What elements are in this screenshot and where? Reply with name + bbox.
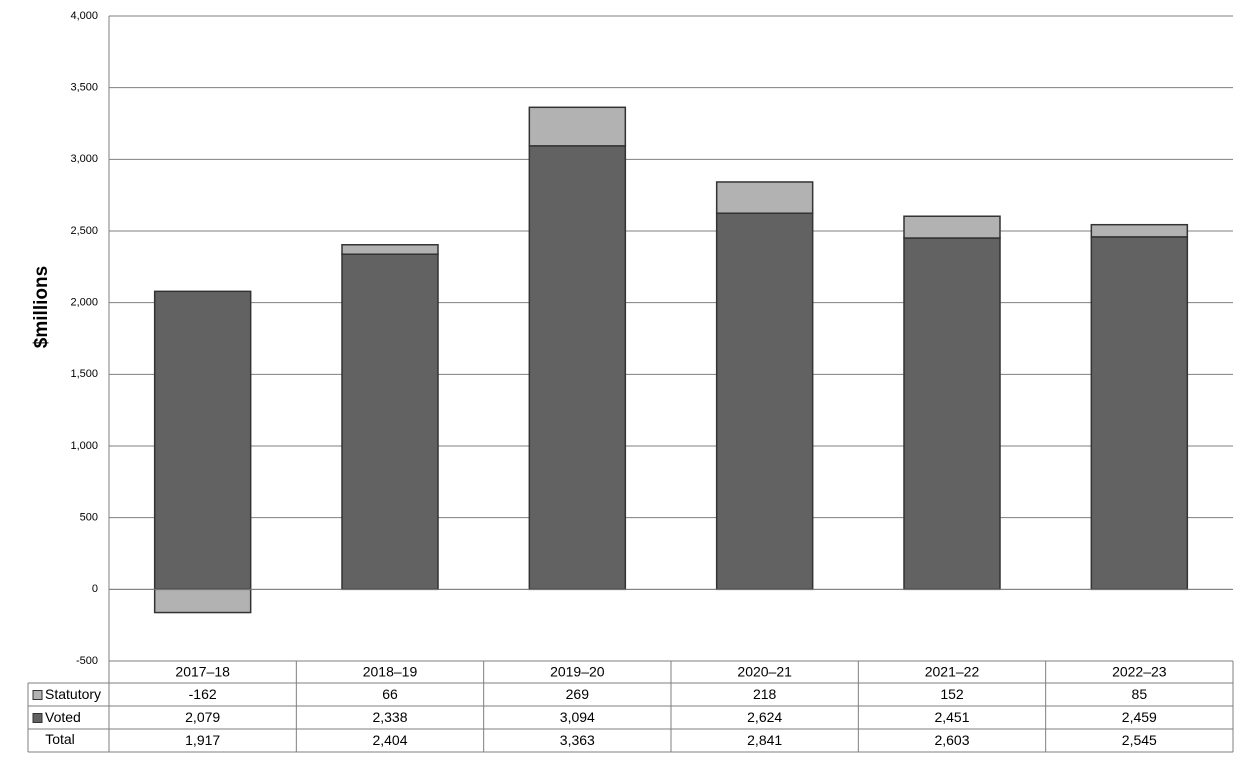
y-tick-label: 1,500 (70, 368, 98, 380)
y-tick-label: 3,000 (70, 153, 98, 165)
bar-segment (341, 253, 439, 591)
x-tick-label: 2018–19 (363, 664, 418, 680)
total-value: 2,545 (1122, 732, 1157, 748)
bar-segment (528, 145, 627, 591)
table-value: 2,459 (1122, 709, 1157, 725)
y-tick-label: 2,500 (70, 225, 98, 237)
legend-swatch (32, 713, 43, 723)
table-value: 3,094 (560, 709, 595, 725)
y-tick-label: -500 (76, 655, 98, 667)
bar-segment (715, 212, 814, 591)
bar-segment (528, 106, 627, 147)
y-tick-label: 500 (80, 512, 98, 524)
table-value: 66 (382, 686, 398, 702)
y-tick-label: 2,000 (70, 297, 98, 309)
x-tick-label: 2019–20 (550, 664, 605, 680)
table-value: 2,451 (934, 709, 969, 725)
bar-segment (153, 290, 252, 591)
table-value: 2,079 (185, 709, 220, 725)
y-tick-label: 3,500 (70, 82, 98, 94)
legend-label: Statutory (45, 686, 101, 702)
bar-segment (153, 588, 252, 614)
total-value: 2,603 (934, 732, 969, 748)
x-tick-label: 2017–18 (175, 664, 230, 680)
table-value: 2,338 (372, 709, 407, 725)
bar-segment (1090, 236, 1189, 591)
y-tick-label: 0 (92, 583, 98, 595)
x-tick-label: 2020–21 (737, 664, 792, 680)
total-value: 1,917 (185, 732, 220, 748)
bar-segment (1090, 223, 1189, 238)
table-value: -162 (189, 686, 217, 702)
x-tick-label: 2022–23 (1112, 664, 1167, 680)
bar-segment (903, 215, 1001, 239)
y-axis-label: $millions (31, 266, 52, 348)
bar-segment (341, 244, 439, 255)
bar-segment (903, 237, 1001, 591)
y-tick-label: 4,000 (70, 10, 98, 22)
total-value: 2,841 (747, 732, 782, 748)
table-value: 152 (940, 686, 964, 702)
total-value: 3,363 (560, 732, 595, 748)
bar-segment (715, 181, 814, 214)
table-value: 269 (566, 686, 590, 702)
table-value: 2,624 (747, 709, 782, 725)
table-value: 218 (753, 686, 777, 702)
legend-swatch (32, 690, 43, 700)
x-tick-label: 2021–22 (925, 664, 980, 680)
total-label: Total (45, 731, 75, 747)
table-value: 85 (1132, 686, 1148, 702)
legend-label: Voted (45, 709, 81, 725)
y-tick-label: 1,000 (70, 440, 98, 452)
total-value: 2,404 (372, 732, 407, 748)
